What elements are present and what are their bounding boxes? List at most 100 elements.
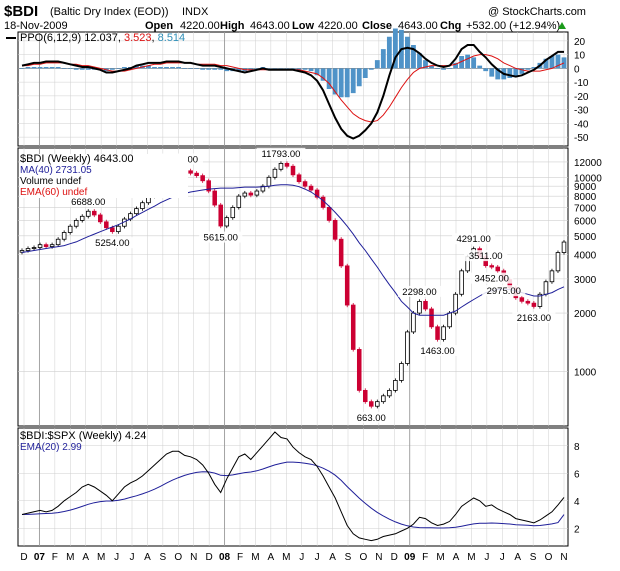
- price-candle: [423, 300, 428, 310]
- ppo-histogram-bar: [429, 65, 434, 69]
- ppo-histogram-bar: [121, 67, 127, 69]
- ppo-histogram-bar: [85, 68, 91, 70]
- ppo-histogram-bar: [525, 68, 531, 70]
- header-close: 4643.00: [398, 20, 438, 32]
- ppo-histogram-bar: [176, 67, 181, 69]
- ppo-histogram-bar: [194, 68, 200, 69]
- ppo-histogram-bar: [67, 68, 73, 69]
- price-series-layer: 11039.0011793.006688.005254.005615.00663…: [19, 147, 567, 424]
- ppo-histogram-bar: [338, 68, 344, 98]
- x-tick-label: J: [500, 552, 505, 563]
- header-copyright: @ StockCharts.com: [488, 6, 586, 18]
- ratio-tick-label: 8: [574, 442, 580, 453]
- ppo-histogram-bar: [296, 68, 302, 70]
- ratio-ema-line: [21, 461, 565, 529]
- price-candle: [537, 293, 543, 307]
- ppo-histogram-bar: [164, 67, 169, 69]
- price-annotation: 5615.00: [204, 233, 238, 244]
- ppo-signal-line: [22, 54, 565, 123]
- header-open-label: Open: [145, 20, 173, 32]
- ppo-histogram-bar: [278, 68, 284, 69]
- ppo-histogram-bar: [200, 68, 206, 70]
- ratio-line: [21, 431, 565, 542]
- x-tick-label: D: [20, 552, 27, 563]
- x-tick-label: J: [484, 552, 489, 563]
- x-tick-label: F: [52, 552, 58, 563]
- price-annotation-bg: [512, 312, 556, 324]
- ppo-histogram-bar: [43, 67, 49, 69]
- ppo-histogram-bar: [392, 28, 398, 69]
- header-low-label: Low: [292, 20, 314, 32]
- price-candle: [194, 172, 199, 177]
- price-candle: [55, 238, 61, 246]
- x-tick-label: F: [422, 552, 428, 563]
- ppo-histogram-bar: [411, 45, 416, 69]
- ppo-histogram-bar: [561, 57, 567, 69]
- price-annotation-bg: [256, 147, 306, 159]
- ppo-line: [21, 44, 564, 140]
- ppo-histogram-bar: [272, 68, 278, 69]
- price-legend-main: $BDI (Weekly) 4643.00: [20, 153, 134, 165]
- price-candle: [356, 349, 362, 391]
- x-tick-label: J: [114, 552, 119, 563]
- ratio-legend-ema: EMA(20) 2.99: [20, 442, 82, 453]
- price-candle: [519, 297, 525, 302]
- ppo-histogram-bar: [79, 68, 85, 70]
- price-candle: [278, 163, 284, 170]
- ppo-histogram-bar: [386, 36, 392, 69]
- x-tick-label: N: [190, 552, 197, 563]
- x-tick-label: J: [299, 552, 304, 563]
- x-tick-label: M: [251, 552, 259, 563]
- ppo-histogram-bar: [489, 68, 495, 77]
- price-candle: [200, 175, 205, 182]
- ppo-histogram-bar: [284, 68, 290, 69]
- price-candle: [25, 248, 31, 251]
- price-annotation-bg: [397, 285, 442, 297]
- price-candle: [224, 217, 230, 227]
- ppo-tick-label: -10: [574, 78, 589, 89]
- price-candle: [37, 244, 43, 248]
- x-tick-label: F: [237, 552, 243, 563]
- price-candle: [79, 215, 85, 221]
- price-tick-label: 6000: [574, 216, 597, 227]
- header-date: 18-Nov-2009: [4, 20, 68, 32]
- ppo-histogram-bar: [549, 56, 555, 69]
- ppo-histogram-bar: [73, 68, 79, 70]
- ppo-histogram-bar: [477, 65, 483, 69]
- price-annotation-bg: [415, 345, 460, 357]
- price-legend-volume: Volume undef: [20, 176, 81, 187]
- ppo-histogram-bar: [224, 68, 230, 72]
- x-tick-label: A: [268, 552, 275, 563]
- price-candle: [338, 238, 344, 267]
- header-close-label: Close: [362, 20, 392, 32]
- price-candle: [248, 192, 254, 196]
- ppo-histogram-bar: [49, 67, 55, 69]
- ppo-series-layer: [19, 28, 567, 140]
- price-tick-label: 3000: [574, 275, 597, 286]
- x-tick-label: A: [453, 552, 460, 563]
- price-annotation: 11793.00: [261, 149, 300, 160]
- price-tick-label: 8000: [574, 192, 597, 203]
- price-annotation: 4291.00: [456, 234, 490, 245]
- price-candle: [561, 241, 567, 253]
- ppo-histogram-bar: [368, 68, 374, 70]
- ppo-histogram-bar: [471, 57, 477, 69]
- header-name: (Baltic Dry Index (EOD)): [50, 6, 169, 18]
- price-candle: [31, 247, 37, 249]
- price-annotation: 2975.00: [487, 286, 521, 297]
- ppo-histogram-bar: [19, 68, 25, 69]
- ppo-panel-frame: [17, 31, 569, 147]
- ratio-tick-label: 4: [574, 497, 580, 508]
- x-tick-label: A: [514, 552, 521, 563]
- price-candle: [453, 293, 458, 314]
- ppo-histogram-bar: [362, 68, 368, 78]
- ppo-histogram-bar: [25, 67, 31, 69]
- price-candle: [188, 170, 193, 174]
- price-candle: [206, 180, 211, 192]
- ppo-histogram-bar: [350, 68, 356, 94]
- price-candle: [393, 380, 398, 391]
- x-tick-label: S: [345, 552, 352, 563]
- price-tick-label: 2000: [574, 309, 597, 320]
- price-candle: [326, 207, 332, 221]
- price-candle: [411, 312, 416, 333]
